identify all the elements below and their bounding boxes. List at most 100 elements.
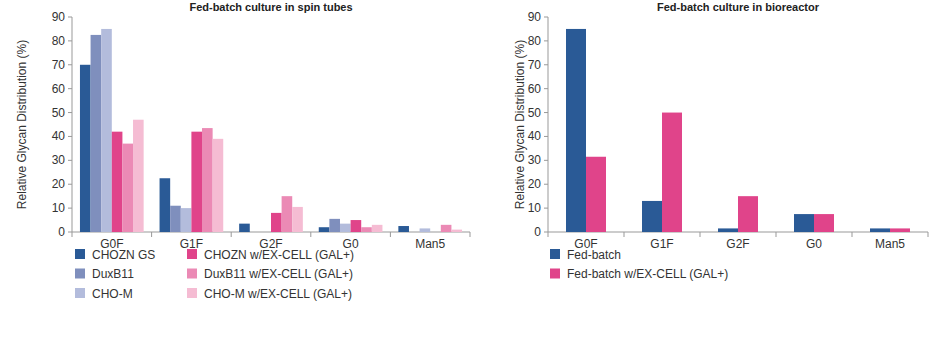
y-tick xyxy=(68,184,72,185)
bar xyxy=(566,29,586,232)
title: Fed-batch culture in spin tubes xyxy=(189,1,352,13)
bar xyxy=(101,29,112,232)
y-tick-label: 30 xyxy=(52,153,66,167)
y-tick-label: 60 xyxy=(52,82,66,96)
x-tick xyxy=(390,232,391,237)
y-tick-label: 40 xyxy=(528,129,542,143)
y-axis xyxy=(72,17,73,232)
x-tick xyxy=(231,232,232,237)
legend-label: CHO-M w/EX-CELL (GAL+) xyxy=(204,287,352,301)
bar xyxy=(133,120,144,232)
y-tick-label: 10 xyxy=(528,201,542,215)
bar xyxy=(890,228,910,232)
y-tick xyxy=(544,17,548,18)
y-tick-label: 70 xyxy=(528,58,542,72)
y-tick xyxy=(544,112,548,113)
bar xyxy=(160,178,171,232)
x-tick xyxy=(852,232,853,237)
bar xyxy=(794,214,814,232)
y-tick xyxy=(68,17,72,18)
x-tick-label: G1F xyxy=(180,237,203,251)
bar xyxy=(340,224,351,232)
y-tick-label: 50 xyxy=(52,106,66,120)
y-tick-label: 90 xyxy=(528,10,542,24)
y-tick-label: 20 xyxy=(52,177,66,191)
x-tick xyxy=(928,232,929,237)
bars xyxy=(566,29,910,232)
y-tick xyxy=(68,40,72,41)
y-tick-label: 30 xyxy=(528,153,542,167)
bar xyxy=(738,196,758,232)
bar xyxy=(213,139,224,232)
y-axis-label: Relative Glycan Distribution (%) xyxy=(513,40,527,209)
legend-label: Fed-batch xyxy=(567,248,621,262)
y-tick xyxy=(544,184,548,185)
y-tick xyxy=(68,208,72,209)
figure: Fed-batch culture in spin tubes Relative … xyxy=(0,0,950,339)
legend-swatch xyxy=(550,269,560,279)
bar xyxy=(181,208,192,232)
y-tick-label: 60 xyxy=(528,82,542,96)
y-tick-label: 0 xyxy=(58,225,65,239)
bar xyxy=(319,227,330,232)
bar xyxy=(398,226,409,232)
bar xyxy=(329,219,340,232)
x-tick xyxy=(776,232,777,237)
legend-swatch xyxy=(187,249,197,259)
y-tick-label: 0 xyxy=(534,225,541,239)
bar xyxy=(112,132,123,232)
x-tick xyxy=(470,232,471,237)
x-tick xyxy=(624,232,625,237)
bar xyxy=(239,224,250,232)
bar xyxy=(292,207,303,232)
y-tick-label: 40 xyxy=(52,129,66,143)
x-tick-label: G1F xyxy=(650,237,673,251)
legend-swatch xyxy=(75,249,85,259)
legend-label: DuxB11 w/EX-CELL (GAL+) xyxy=(204,267,353,281)
x-tick-label: Man5 xyxy=(415,237,445,251)
y-tick xyxy=(544,208,548,209)
legend-label: Fed-batch w/EX-CELL (GAL+) xyxy=(567,267,728,281)
legend-swatch xyxy=(75,269,85,279)
bar xyxy=(91,35,102,232)
bar xyxy=(662,113,682,232)
x-tick-label: G2F xyxy=(726,237,749,251)
bar xyxy=(80,65,91,232)
bar xyxy=(642,201,662,232)
bar xyxy=(451,230,462,232)
y-tick-label: 10 xyxy=(52,201,66,215)
legend-label: CHO-M xyxy=(92,287,133,301)
y-tick-label: 20 xyxy=(528,177,542,191)
y-axis xyxy=(548,17,549,232)
bar xyxy=(250,232,261,233)
bar xyxy=(409,232,420,233)
legend-label: CHOZN w/EX-CELL (GAL+) xyxy=(204,248,354,262)
y-tick xyxy=(68,88,72,89)
x-tick xyxy=(548,232,549,237)
y-tick xyxy=(544,232,548,233)
y-tick xyxy=(544,160,548,161)
y-tick-label: 50 xyxy=(528,106,542,120)
x-tick-label: Man5 xyxy=(875,237,905,251)
chart: Fed-batch culture in spin tubesRelative … xyxy=(15,1,470,301)
bar xyxy=(122,144,133,232)
y-tick xyxy=(68,160,72,161)
x-tick xyxy=(310,232,311,237)
y-tick xyxy=(544,40,548,41)
y-tick xyxy=(544,64,548,65)
x-tick xyxy=(700,232,701,237)
y-tick xyxy=(544,136,548,137)
bar xyxy=(260,232,271,233)
y-tick xyxy=(544,88,548,89)
bar xyxy=(441,225,452,232)
bar xyxy=(361,227,372,232)
y-tick xyxy=(68,232,72,233)
bar xyxy=(170,206,181,232)
bar xyxy=(202,128,213,232)
bars xyxy=(80,29,462,232)
bar xyxy=(372,225,383,232)
bar xyxy=(718,228,738,232)
bar xyxy=(420,228,431,232)
y-tick-label: 70 xyxy=(52,58,66,72)
legend-swatch xyxy=(550,249,560,259)
